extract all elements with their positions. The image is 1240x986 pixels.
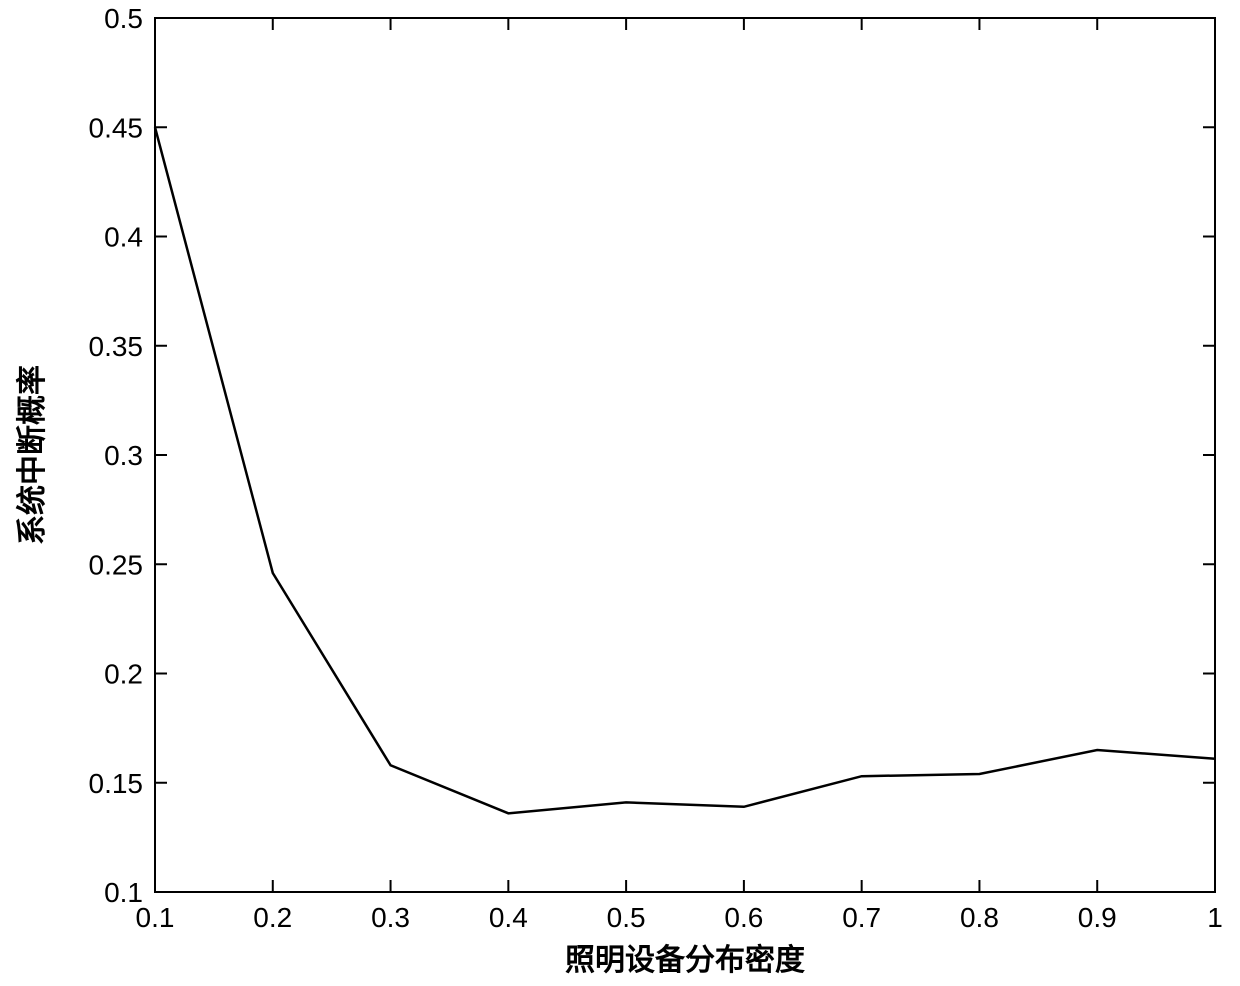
y-tick-label: 0.5: [104, 3, 143, 34]
y-axis-label: 系统中断概率: [15, 365, 49, 545]
x-tick-label: 0.3: [371, 902, 410, 933]
y-tick-label: 0.4: [104, 222, 143, 253]
x-tick-label: 0.6: [724, 902, 763, 933]
x-axis-label: 照明设备分布密度: [565, 943, 805, 977]
y-tick-label: 0.25: [89, 549, 144, 580]
x-tick-label: 0.4: [489, 902, 528, 933]
x-tick-label: 0.5: [607, 902, 646, 933]
y-tick-label: 0.3: [104, 440, 143, 471]
data-series-line: [155, 127, 1215, 813]
line-chart: 0.10.20.30.40.50.60.70.80.910.10.150.20.…: [0, 0, 1240, 986]
y-tick-label: 0.15: [89, 768, 144, 799]
x-tick-label: 0.7: [842, 902, 881, 933]
y-tick-label: 0.1: [104, 877, 143, 908]
x-tick-label: 0.8: [960, 902, 999, 933]
y-tick-label: 0.2: [104, 659, 143, 690]
x-tick-label: 0.2: [253, 902, 292, 933]
y-tick-label: 0.35: [89, 331, 144, 362]
x-tick-label: 1: [1207, 902, 1223, 933]
plot-border: [155, 18, 1215, 892]
y-tick-label: 0.45: [89, 112, 144, 143]
chart-container: 0.10.20.30.40.50.60.70.80.910.10.150.20.…: [0, 0, 1240, 986]
x-tick-label: 0.9: [1078, 902, 1117, 933]
